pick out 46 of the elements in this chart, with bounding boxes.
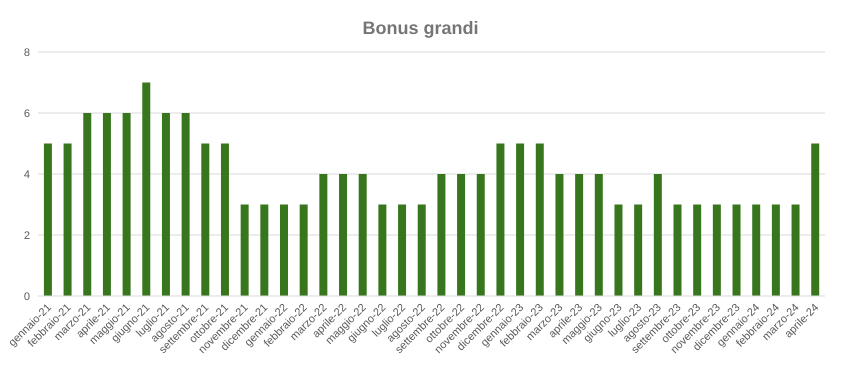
bar: [64, 144, 72, 296]
bar: [536, 144, 544, 296]
bar: [772, 204, 780, 296]
bar: [162, 113, 170, 296]
bar: [300, 204, 308, 296]
bar: [102, 113, 111, 296]
bar: [398, 204, 406, 296]
y-tick-label: 0: [24, 290, 30, 303]
bar: [240, 204, 249, 296]
bar: [319, 174, 328, 296]
bar: [654, 174, 662, 296]
bar: [83, 113, 92, 296]
bar: [44, 144, 52, 296]
bar: [792, 204, 800, 296]
bar: [594, 174, 603, 296]
bar: [418, 204, 426, 296]
chart-title: Bonus grandi: [362, 17, 480, 40]
bar: [811, 144, 820, 296]
bar: [339, 174, 348, 296]
bar: [476, 174, 485, 296]
bar: [496, 144, 504, 296]
bar: [182, 113, 190, 296]
bar: [752, 204, 760, 296]
bar: [614, 204, 622, 296]
bar: [280, 204, 288, 296]
bar: [732, 204, 741, 296]
y-tick-label: 8: [24, 46, 30, 59]
bar: [220, 144, 229, 296]
y-tick-label: 4: [24, 168, 30, 181]
bar: [516, 144, 524, 296]
bar: [693, 204, 702, 296]
bar: [555, 174, 564, 296]
bar: [122, 113, 131, 296]
bar: [142, 82, 150, 296]
y-tick-label: 2: [24, 230, 30, 242]
bar: [634, 204, 642, 296]
bar: [457, 174, 466, 296]
bar: [575, 174, 584, 296]
bar: [358, 174, 367, 296]
bar: [712, 204, 721, 296]
bar: [674, 204, 682, 296]
bar: [201, 144, 210, 296]
bar: [437, 174, 446, 296]
bar: [260, 204, 268, 296]
bar: [378, 204, 386, 296]
y-tick-label: 6: [24, 108, 30, 120]
